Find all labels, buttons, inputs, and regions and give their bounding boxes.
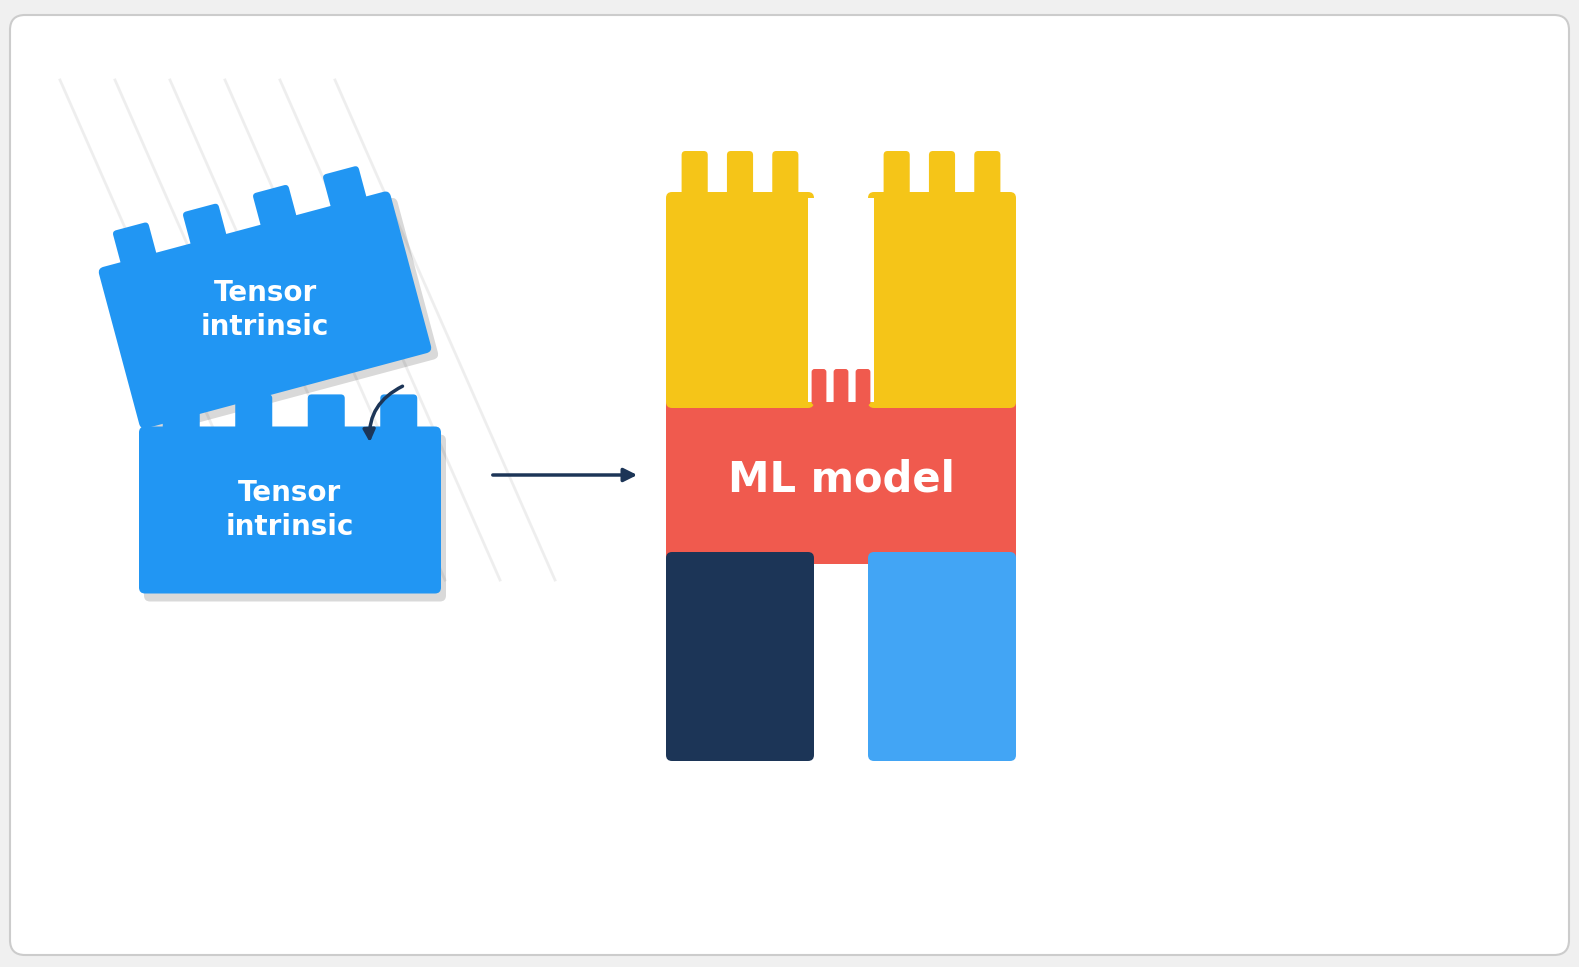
Text: Tensor
intrinsic: Tensor intrinsic xyxy=(226,479,354,542)
FancyBboxPatch shape xyxy=(666,192,815,408)
FancyBboxPatch shape xyxy=(808,198,875,402)
FancyBboxPatch shape xyxy=(884,151,910,206)
FancyBboxPatch shape xyxy=(308,395,344,436)
FancyBboxPatch shape xyxy=(9,15,1570,955)
FancyBboxPatch shape xyxy=(114,222,158,271)
FancyBboxPatch shape xyxy=(974,151,1001,206)
FancyBboxPatch shape xyxy=(856,369,870,405)
FancyBboxPatch shape xyxy=(868,552,1015,761)
FancyBboxPatch shape xyxy=(144,434,445,601)
FancyBboxPatch shape xyxy=(666,552,815,761)
FancyBboxPatch shape xyxy=(834,369,848,405)
FancyBboxPatch shape xyxy=(381,395,417,436)
Text: ML model: ML model xyxy=(728,459,954,501)
FancyBboxPatch shape xyxy=(868,192,1015,408)
FancyArrowPatch shape xyxy=(365,386,403,438)
FancyBboxPatch shape xyxy=(235,395,272,436)
FancyBboxPatch shape xyxy=(812,369,826,405)
FancyBboxPatch shape xyxy=(772,151,799,206)
FancyBboxPatch shape xyxy=(666,396,1015,564)
FancyBboxPatch shape xyxy=(324,166,368,215)
FancyBboxPatch shape xyxy=(726,151,753,206)
FancyBboxPatch shape xyxy=(682,151,707,206)
FancyBboxPatch shape xyxy=(928,151,955,206)
FancyBboxPatch shape xyxy=(183,204,227,252)
FancyBboxPatch shape xyxy=(106,198,437,435)
FancyBboxPatch shape xyxy=(253,185,298,234)
Text: Tensor
intrinsic: Tensor intrinsic xyxy=(201,278,328,341)
FancyBboxPatch shape xyxy=(139,426,441,594)
FancyBboxPatch shape xyxy=(99,191,431,428)
FancyBboxPatch shape xyxy=(163,395,201,436)
